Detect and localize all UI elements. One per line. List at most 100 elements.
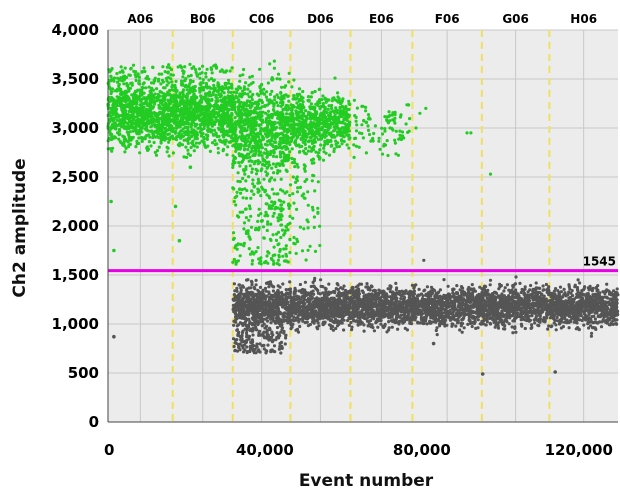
droplet-point [307,128,311,132]
droplet-point [284,247,288,251]
droplet-point [257,213,261,217]
droplet-point [247,218,251,222]
droplet-point [216,99,220,103]
droplet-point [282,319,286,323]
droplet-point [231,237,236,241]
droplet-point [268,310,272,314]
droplet-point [189,73,193,78]
droplet-point [296,330,301,334]
droplet-point [260,185,264,189]
droplet-point [159,106,163,110]
droplet-point [113,106,117,110]
droplet-point [269,206,274,211]
droplet-point [266,81,270,85]
droplet-point [210,71,214,75]
droplet-point [276,258,280,262]
droplet-point [346,134,350,138]
droplet-point [275,317,280,321]
droplet-point [134,128,138,132]
droplet-point [263,286,268,290]
droplet-point [289,108,293,112]
droplet-point [234,260,239,264]
droplet-point [228,69,232,73]
droplet-point [155,149,160,153]
droplet-point [267,102,271,106]
droplet-point [257,189,261,193]
droplet-point [234,120,238,124]
droplet-point [112,76,117,80]
droplet-point [302,192,306,196]
droplet-point [300,249,305,253]
droplet-point [280,131,284,135]
droplet-point [277,255,281,259]
droplet-point [256,181,260,185]
droplet-point [253,322,257,327]
droplet-point [296,186,300,190]
droplet-point [231,101,235,105]
droplet-point [239,286,243,290]
droplet-point [270,332,274,336]
droplet-point [172,103,176,107]
droplet-point [244,113,248,118]
droplet-point [310,134,314,138]
droplet-point [121,103,125,108]
droplet-point [182,70,186,74]
droplet-point [201,85,205,90]
droplet-point [132,115,136,119]
droplet-point [298,185,303,189]
droplet-point [284,224,288,228]
droplet-point [305,309,310,313]
droplet-point [316,101,320,105]
droplet-point [304,258,308,262]
droplet-point [252,162,256,166]
droplet-point [263,163,267,168]
droplet-point [258,98,262,102]
droplet-point [283,144,287,149]
droplet-point [272,171,276,175]
droplet-point [279,177,283,181]
droplet-point [124,146,128,150]
droplet-point [302,163,306,167]
droplet-point [246,304,250,308]
droplet-point [231,260,235,264]
droplet-point [282,247,286,251]
droplet-point [191,90,195,94]
droplet-point [160,72,164,76]
droplet-point [190,122,194,126]
droplet-point [267,132,271,136]
droplet-point [108,118,112,122]
droplet-point [174,124,178,128]
droplet-point [138,98,142,102]
droplet-point [232,157,236,161]
droplet-point [134,96,138,101]
droplet-point [141,91,145,95]
droplet-point [340,142,344,146]
droplet-point [288,183,293,187]
droplet-point [298,282,302,287]
droplet-point [251,80,255,85]
droplet-point [244,165,248,169]
droplet-point [181,134,185,138]
droplet-point [133,100,137,104]
droplet-point [160,91,164,95]
droplet-point [291,175,295,179]
droplet-point [302,227,306,231]
droplet-point [205,137,209,141]
droplet-point [248,320,252,324]
droplet-point [215,142,219,146]
droplet-point [192,92,196,96]
droplet-point [272,150,276,154]
droplet-point [227,78,231,82]
droplet-point [242,295,246,299]
droplet-point [127,96,131,100]
droplet-point [229,90,233,95]
droplet-point [257,207,261,211]
droplet-point [278,77,282,81]
droplet-point [278,162,282,166]
droplet-point [316,117,320,121]
droplet-point [295,105,299,110]
droplet-point [269,123,273,127]
droplet-point [259,123,263,127]
droplet-point [285,318,289,322]
droplet-point [131,118,135,122]
